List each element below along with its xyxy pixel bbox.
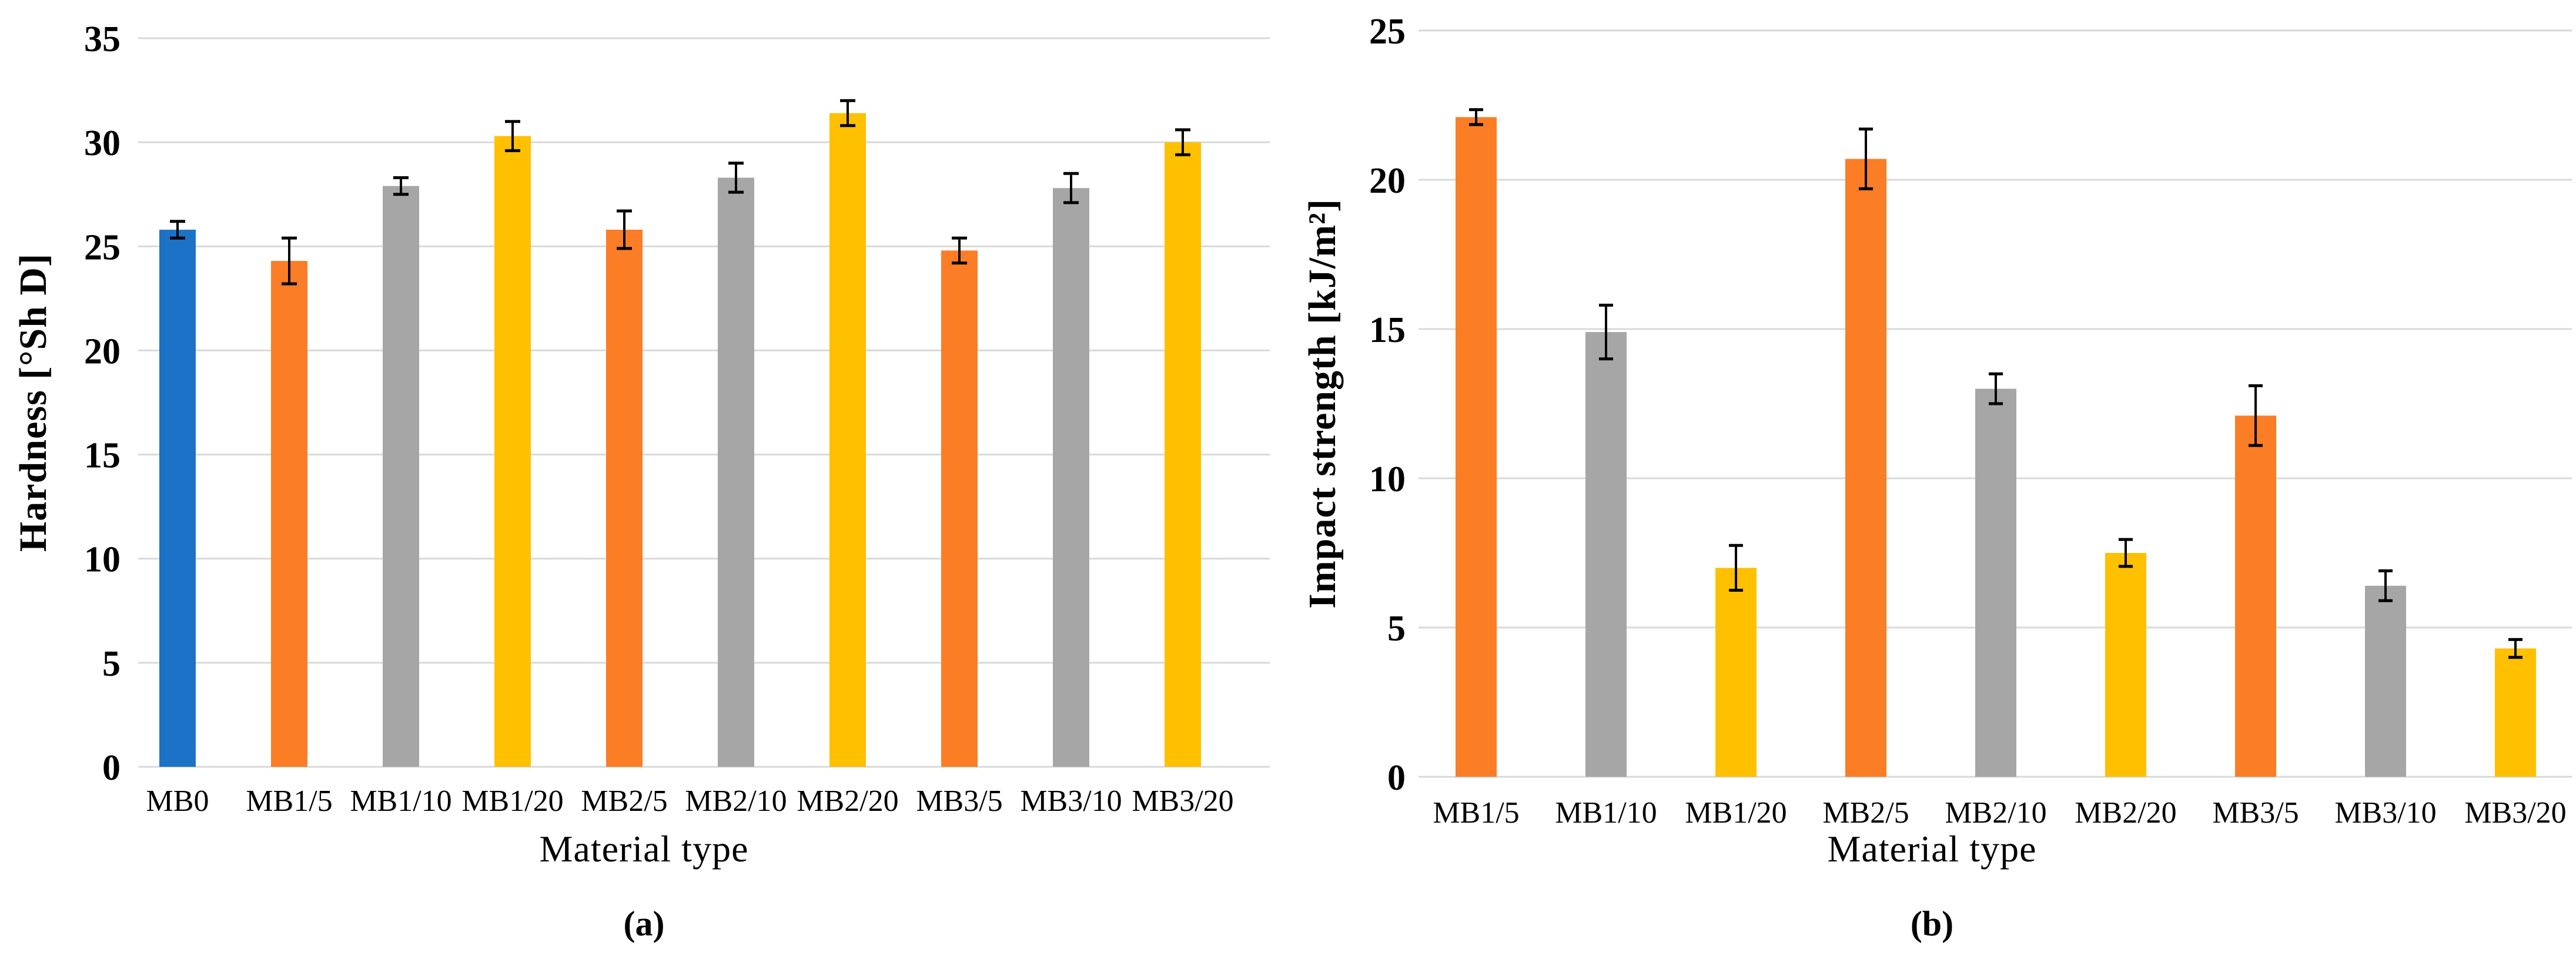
bar-mb1-5 [1456, 117, 1497, 777]
category-label: MB2/5 [1822, 796, 1909, 830]
y-tick-label: 15 [1369, 310, 1406, 350]
bar-mb3-20 [1165, 142, 1201, 767]
panel-label-a: (a) [623, 904, 665, 943]
category-label: MB0 [146, 784, 209, 818]
category-label: MB3/20 [2464, 796, 2566, 830]
category-label: MB2/20 [2075, 796, 2176, 830]
y-axis-title-impact-strength: Impact strength [kJ/m²] [1301, 199, 1344, 609]
bar-mb3-10 [2365, 585, 2406, 777]
bar-mb3-10 [1053, 188, 1089, 767]
y-tick-label: 20 [84, 331, 121, 371]
bar-mb2-5 [1845, 159, 1886, 777]
category-label: MB2/5 [581, 784, 667, 818]
y-tick-label: 10 [84, 540, 121, 580]
category-label: MB2/20 [797, 784, 898, 818]
bar-mb2-20 [829, 113, 866, 767]
panel-b-impact-strength-chart: 0 5 10 15 20 25 MB1/5 MB1/10 MB1/20 MB2/5 MB2/10 MB… [1288, 0, 2576, 966]
category-label: MB2/10 [1945, 796, 2046, 830]
bar-mb1-10 [1585, 332, 1627, 777]
category-label: MB1/20 [1685, 796, 1787, 830]
category-label: MB2/10 [685, 784, 787, 818]
category-label: MB1/10 [1555, 796, 1657, 830]
y-axis-title-hardness: Hardness [°Sh D] [12, 253, 55, 552]
y-tick-label: 0 [1387, 758, 1406, 798]
y-tick-label: 30 [84, 123, 121, 163]
category-label: MB3/20 [1132, 784, 1233, 818]
y-tick-label: 15 [84, 436, 121, 476]
y-tick-label: 0 [102, 748, 121, 788]
category-label: MB3/10 [1020, 784, 1122, 818]
x-axis-title-material-type-b: Material type [1827, 828, 2037, 870]
bar-mb3-5 [2235, 415, 2276, 777]
y-tick-label: 25 [1369, 12, 1406, 52]
y-tick-label: 10 [1369, 459, 1406, 499]
category-label: MB1/20 [461, 784, 563, 818]
category-label: MB3/5 [2212, 796, 2299, 830]
bar-mb1-20 [1715, 568, 1757, 777]
y-tick-label: 5 [102, 644, 121, 684]
bar-mb2-10 [718, 177, 754, 767]
category-label: MB3/10 [2334, 796, 2436, 830]
bar-mb2-10 [1975, 388, 2016, 777]
impact-strength-bar-chart: 0 5 10 15 20 25 MB1/5 MB1/10 MB1/20 MB2/5 MB2/10 MB… [1369, 12, 2572, 830]
bar-mb1-10 [383, 186, 419, 767]
category-label: MB1/5 [246, 784, 332, 818]
x-axis-title-material-type-a: Material type [539, 828, 749, 870]
hardness-bar-chart: 0 5 10 15 20 25 30 35 MB0 MB1/5 MB1/10 MB1/20 MB2/5 M… [84, 19, 1270, 818]
bar-mb2-20 [2105, 553, 2146, 777]
bar-mb3-20 [2495, 648, 2536, 777]
category-label: MB1/10 [350, 784, 451, 818]
y-tick-label: 20 [1369, 161, 1406, 201]
bar-mb3-5 [941, 250, 978, 767]
y-tick-label: 35 [84, 19, 121, 59]
bar-mb0 [159, 229, 196, 767]
y-tick-label: 25 [84, 227, 121, 267]
category-label: MB1/5 [1433, 796, 1519, 830]
y-tick-label: 5 [1387, 609, 1406, 649]
bar-mb2-5 [606, 229, 643, 767]
panel-a-hardness-chart: 0 5 10 15 20 25 30 35 MB0 MB1/5 MB1/10 MB1/20 MB2/5 M… [12, 19, 1270, 943]
bar-mb1-20 [494, 136, 531, 767]
panel-label-b: (b) [1910, 904, 1954, 943]
bar-mb1-5 [271, 261, 307, 767]
category-label: MB3/5 [916, 784, 1002, 818]
